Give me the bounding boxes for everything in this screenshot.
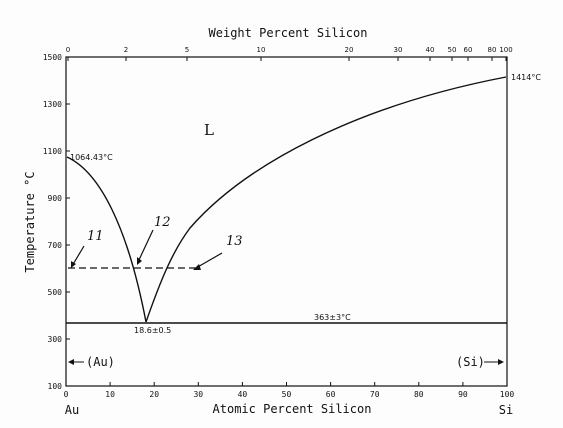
y-axis-title: Temperature °C [23,171,37,272]
y-tick-label: 500 [48,288,63,297]
top-tick-label: 80 [488,46,497,54]
eutectic-temperature-label: 363±3°C [314,313,351,322]
top-axis-ticks: 0 2 5 10 20 30 40 50 60 80 100 [66,46,513,61]
annotation-13-arrow-head [193,264,201,270]
right-element-label: Si [499,403,513,417]
au-melting-point-label: 1064.43°C [70,153,113,162]
y-tick-label: 100 [48,382,63,391]
annotation-13: 13 [226,234,243,249]
au-phase-label: (Au) [86,355,115,369]
bottom-tick-label: 90 [458,390,468,399]
bottom-tick-label: 30 [193,390,203,399]
bottom-axis-title: Atomic Percent Silicon [213,402,372,416]
top-tick-label: 60 [464,46,473,54]
annotation-13-arrow [195,252,223,269]
si-phase-arrow-head [498,359,504,365]
y-tick-label: 300 [48,335,63,344]
top-axis-title: Weight Percent Silicon [209,26,368,40]
left-element-label: Au [65,403,79,417]
top-tick-label: 40 [426,46,435,54]
liquid-region-label: L [204,121,214,139]
y-tick-label: 1500 [43,53,62,62]
y-tick-label: 1300 [43,100,62,109]
si-melting-point-label: 1414°C [511,73,541,82]
annotation-11: 11 [87,229,104,244]
top-tick-label: 2 [124,46,128,54]
bottom-tick-label: 60 [326,390,336,399]
bottom-tick-label: 100 [500,390,515,399]
bottom-axis-ticks: 0 10 20 30 40 50 60 70 80 90 100 [64,382,515,399]
annotation-12-arrow-head [137,257,142,265]
y-axis-ticks: 100 300 500 700 900 1100 1300 1500 [43,53,70,391]
bottom-tick-label: 20 [149,390,159,399]
top-tick-label: 0 [66,46,70,54]
y-tick-label: 700 [48,241,63,250]
y-tick-label: 900 [48,194,63,203]
au-phase-arrow-head [68,359,74,365]
top-tick-label: 100 [499,46,512,54]
si-phase-label: (Si) [456,355,485,369]
top-tick-label: 50 [448,46,457,54]
y-tick-label: 1100 [43,147,62,156]
annotation-11-arrow [71,245,85,267]
si-side-liquidus-curve [145,76,507,323]
bottom-tick-label: 10 [105,390,115,399]
bottom-tick-label: 40 [238,390,248,399]
annotation-11-arrow-head [71,261,76,268]
top-tick-label: 10 [257,46,266,54]
au-side-liquidus-curve [66,156,147,323]
top-tick-label: 5 [185,46,189,54]
top-tick-label: 30 [394,46,403,54]
top-tick-label: 20 [345,46,354,54]
annotation-12-arrow [137,229,154,263]
bottom-tick-label: 70 [370,390,380,399]
bottom-tick-label: 80 [414,390,424,399]
bottom-tick-label: 0 [64,390,69,399]
bottom-tick-label: 50 [282,390,292,399]
eutectic-composition-label: 18.6±0.5 [134,326,171,335]
plot-frame [65,56,508,387]
annotation-12: 12 [154,215,171,230]
